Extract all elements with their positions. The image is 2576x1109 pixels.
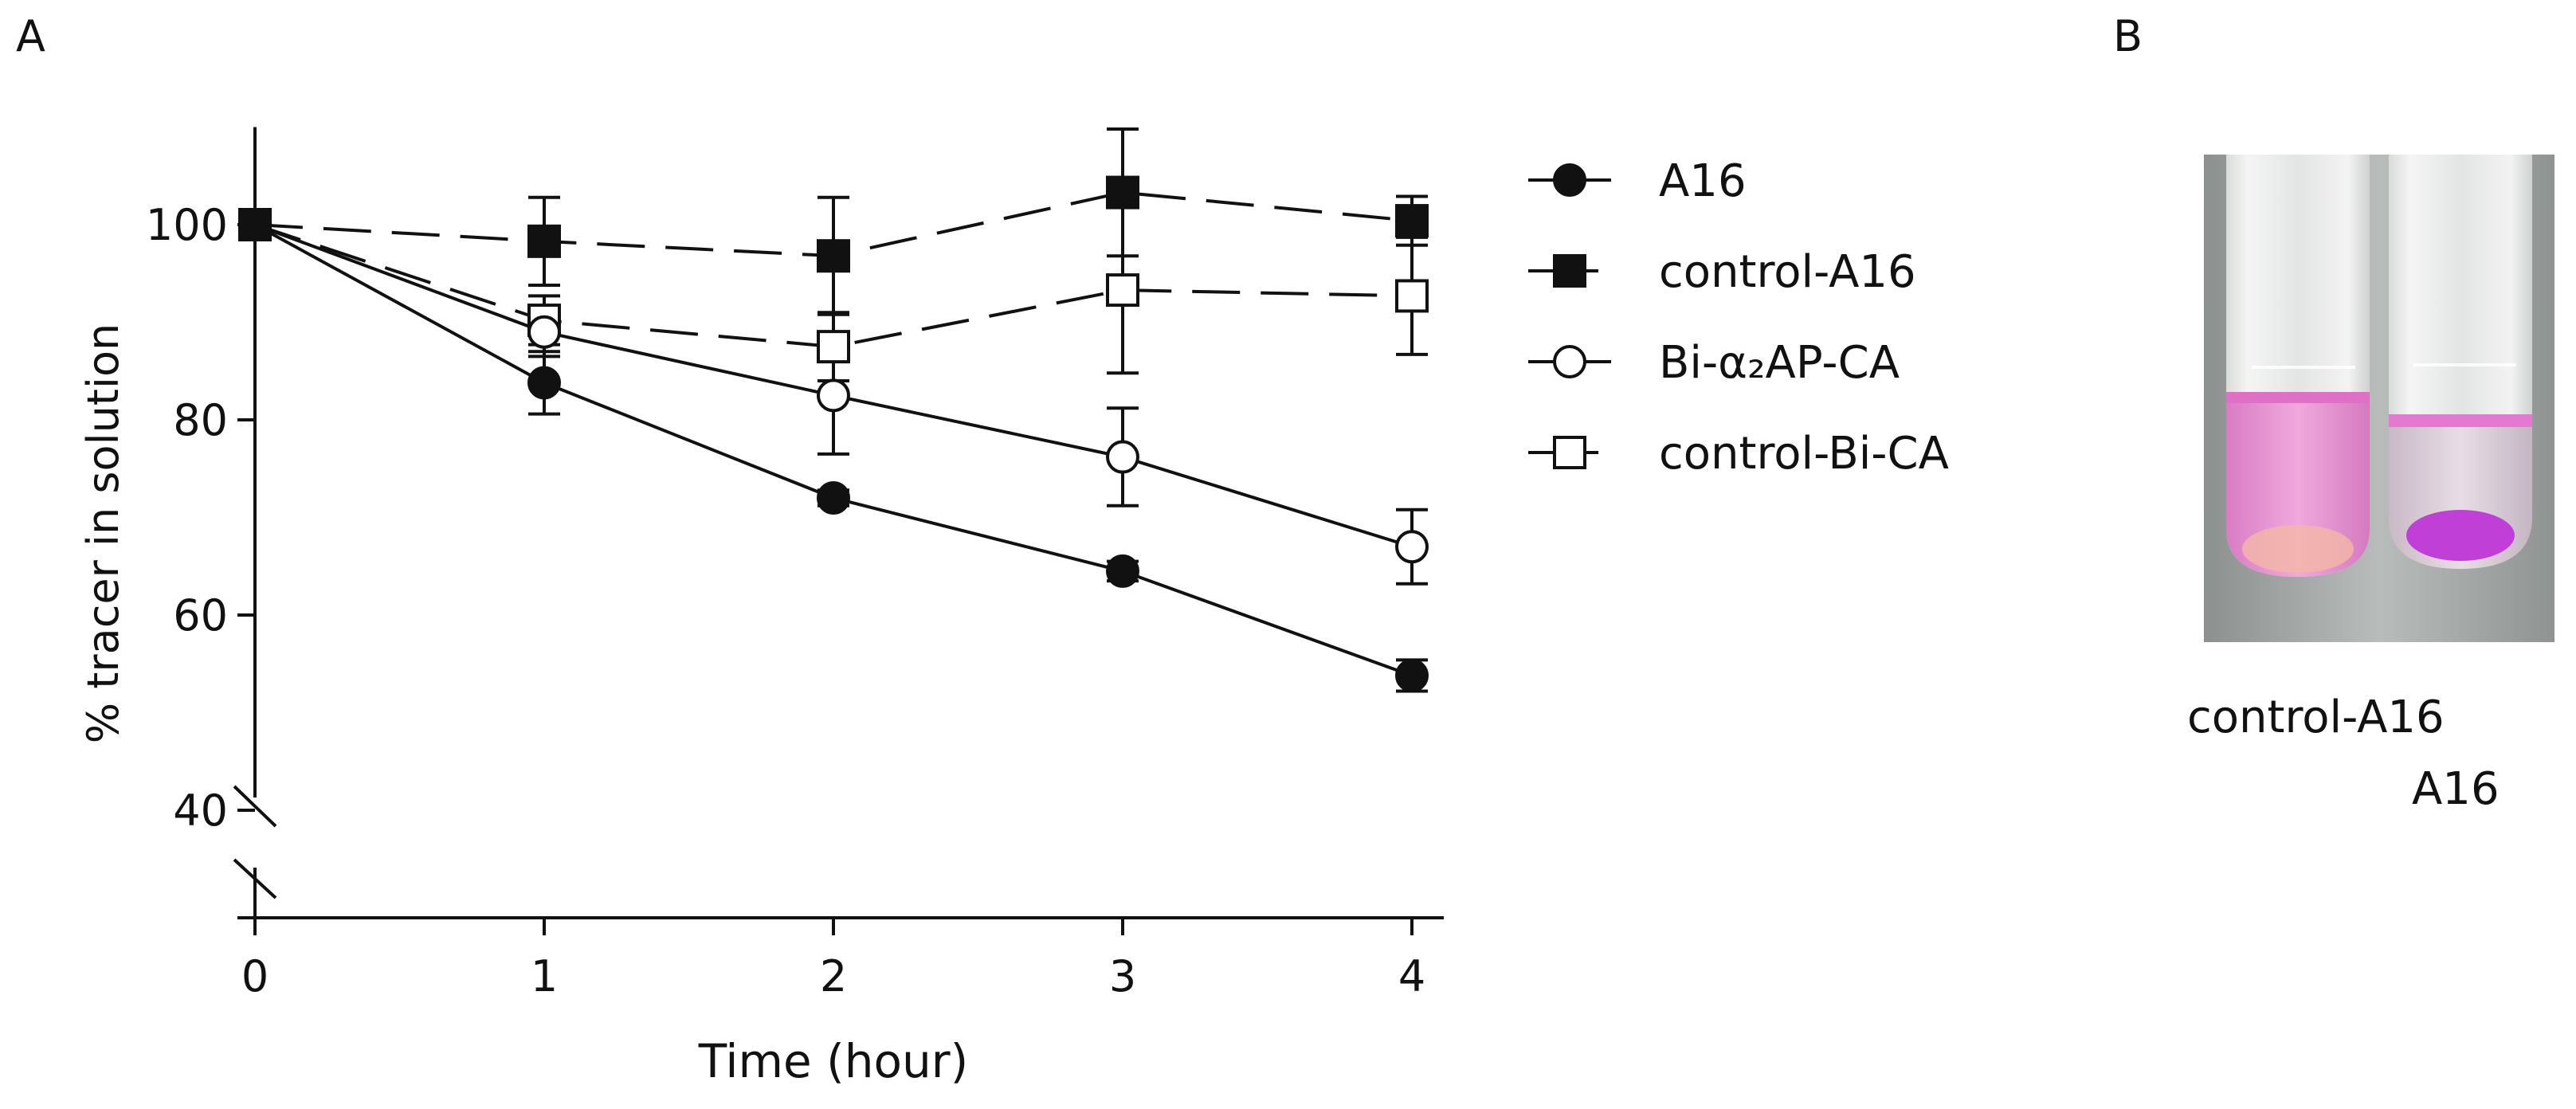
data-point (527, 315, 561, 349)
x-tick-label: 4 (1398, 951, 1425, 1001)
data-point (1395, 204, 1429, 238)
data-point (817, 481, 850, 515)
legend-label: Bi-α₂AP-CA (1659, 337, 1900, 389)
data-point (817, 378, 850, 413)
data-point (1106, 175, 1139, 210)
data-point (1395, 530, 1429, 564)
tube-control-a16 (2226, 155, 2370, 577)
y-axis-title: % tracer in solution (78, 323, 128, 743)
tube-a16 (2389, 155, 2532, 569)
x-tick-label: 2 (820, 951, 847, 1001)
legend-label: control-A16 (1659, 246, 1916, 298)
x-tick-label: 3 (1109, 951, 1136, 1001)
chart-markers (238, 127, 1429, 693)
legend-label: control-Bi-CA (1659, 428, 1949, 480)
tube-label-control-a16: control-A16 (2187, 692, 2445, 743)
axis-break-mark (233, 785, 277, 828)
y-tick-label: 100 (146, 200, 228, 250)
x-tick-label: 0 (241, 951, 269, 1001)
data-point (1106, 273, 1139, 308)
data-point (817, 330, 850, 364)
data-point (1395, 658, 1429, 692)
data-point (238, 208, 272, 241)
x-axis-title: Time (hour) (698, 1034, 968, 1088)
legend-marker (1553, 436, 1586, 469)
data-point (1106, 440, 1139, 474)
y-tick-label: 60 (173, 590, 228, 641)
legend-label: A16 (1659, 155, 1747, 207)
data-point (817, 239, 850, 273)
legend-marker (1553, 254, 1586, 288)
panel-label-b: B (2113, 11, 2143, 61)
test-tubes-photo (2204, 155, 2554, 642)
chart-legend: A16 control-A16 Bi-α₂AP-CA control-Bi-CA (1528, 155, 1949, 480)
tube-label-a16: A16 (2412, 763, 2500, 815)
chart-axes: 100 80 60 40 0 1 2 3 4 Time (hour) % tracer in sol… (78, 127, 1444, 1088)
legend-marker (1553, 163, 1586, 197)
data-point (1395, 279, 1429, 313)
data-point (1106, 554, 1139, 588)
data-point (527, 366, 561, 400)
y-tick-label: 40 (173, 786, 228, 836)
data-point (527, 224, 561, 258)
x-tick-label: 1 (531, 951, 558, 1001)
panel-label-a: A (16, 11, 45, 61)
y-tick-label: 80 (173, 395, 228, 445)
axis-break-mark (233, 858, 277, 899)
legend-marker (1553, 345, 1586, 378)
